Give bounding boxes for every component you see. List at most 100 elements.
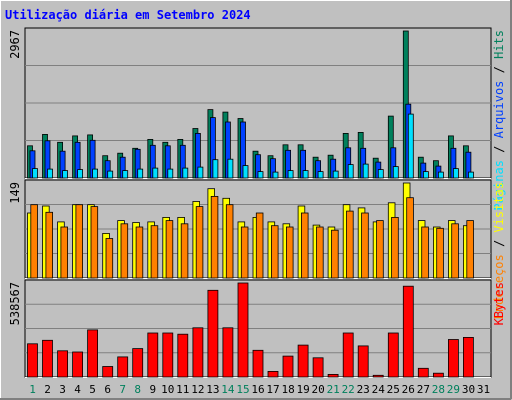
legend-hits: Hits <box>492 30 506 59</box>
bar-kbytes-day-24 <box>372 374 384 378</box>
bar-endereços-day-11 <box>180 223 189 279</box>
bar-kbytes-day-28 <box>432 372 444 378</box>
legend-visitas: Visitas <box>492 182 506 233</box>
bar-páginas-day-25 <box>392 166 399 179</box>
panel-2: 149 Endereços / Visitas <box>8 179 506 319</box>
bar-páginas-day-4 <box>77 169 83 179</box>
day-label-5: 5 <box>89 383 96 396</box>
bar-endereços-day-14 <box>225 204 234 279</box>
day-label-29: 29 <box>447 383 460 396</box>
bar-endereços-day-17 <box>270 225 279 279</box>
bar-endereços-day-2 <box>45 211 54 279</box>
day-label-19: 19 <box>296 383 309 396</box>
legend-separator: / <box>492 59 506 81</box>
bar-kbytes-day-15 <box>237 282 249 378</box>
day-label-27: 27 <box>417 383 430 396</box>
chart-title: Utilização diária em Setembro 2024 <box>5 8 251 22</box>
bar-kbytes-day-29 <box>447 339 459 378</box>
day-label-11: 11 <box>176 383 189 396</box>
bar-endereços-day-4 <box>75 204 84 279</box>
bar-kbytes-day-20 <box>312 357 324 378</box>
bar-endereços-day-18 <box>285 226 294 279</box>
bar-páginas-day-18 <box>287 170 294 179</box>
bar-páginas-day-23 <box>362 163 369 179</box>
bar-kbytes-day-22 <box>342 332 354 378</box>
bar-endereços-day-19 <box>300 212 309 279</box>
bar-páginas-day-17 <box>272 171 279 179</box>
panel-max-label: 538567 <box>8 282 22 325</box>
bar-kbytes-day-30 <box>462 336 474 378</box>
bar-páginas-day-16 <box>257 171 264 179</box>
day-label-31: 31 <box>477 383 490 396</box>
bar-endereços-day-29 <box>451 223 459 279</box>
day-label-17: 17 <box>266 383 279 396</box>
bar-kbytes-day-25 <box>387 332 399 378</box>
bar-páginas-day-5 <box>92 168 98 179</box>
day-label-6: 6 <box>104 383 111 396</box>
bar-kbytes-day-8 <box>132 348 144 378</box>
bar-páginas-day-2 <box>47 168 53 179</box>
bar-páginas-day-3 <box>62 170 68 179</box>
bar-endereços-day-27 <box>421 226 429 279</box>
legend-separator: / <box>492 138 506 160</box>
bar-kbytes-day-16 <box>252 349 264 378</box>
bar-endereços-day-24 <box>376 220 384 279</box>
day-label-7: 7 <box>119 383 126 396</box>
bar-endereços-day-21 <box>331 229 339 279</box>
bar-kbytes-day-23 <box>357 345 369 378</box>
bar-páginas-day-1 <box>32 168 38 179</box>
series-kbytes <box>27 282 474 378</box>
bar-páginas-day-26 <box>407 113 414 179</box>
bar-endereços-day-3 <box>60 226 69 279</box>
bar-endereços-day-30 <box>466 220 474 279</box>
bar-endereços-day-10 <box>165 220 174 279</box>
legend-separator: / <box>492 233 506 255</box>
day-label-3: 3 <box>59 383 66 396</box>
bar-endereços-day-5 <box>90 206 99 279</box>
bar-kbytes-day-13 <box>207 289 219 378</box>
panel-max-label: 149 <box>8 182 22 204</box>
day-label-25: 25 <box>387 383 400 396</box>
day-label-14: 14 <box>221 383 235 396</box>
day-label-8: 8 <box>134 383 141 396</box>
legend-endereços: Endereços <box>492 254 506 319</box>
day-label-2: 2 <box>44 383 51 396</box>
bar-kbytes-day-27 <box>417 367 429 378</box>
bar-páginas-day-20 <box>317 171 324 179</box>
bar-endereços-day-7 <box>120 223 129 279</box>
bar-páginas-day-22 <box>347 164 354 179</box>
bar-páginas-day-13 <box>212 159 219 179</box>
legend-páginas: Páginas <box>492 160 506 211</box>
day-label-18: 18 <box>281 383 294 396</box>
legend-kbytes: KBytes <box>492 282 506 325</box>
bar-endereços-day-26 <box>406 197 414 279</box>
bar-páginas-day-21 <box>332 170 339 179</box>
bar-kbytes-day-26 <box>402 285 414 378</box>
day-label-13: 13 <box>206 383 219 396</box>
day-label-26: 26 <box>402 383 415 396</box>
bar-páginas-day-15 <box>242 165 249 179</box>
bar-kbytes-day-1 <box>27 343 38 378</box>
chart-panels: 2967 Páginas / Arquivos / Hits 149 Endereço… <box>8 27 506 378</box>
day-label-22: 22 <box>342 383 355 396</box>
bar-páginas-day-12 <box>197 166 204 179</box>
bar-páginas-day-14 <box>227 158 234 179</box>
bar-endereços-day-8 <box>135 226 144 279</box>
bar-kbytes-day-5 <box>87 329 98 378</box>
bar-páginas-day-29 <box>452 168 459 179</box>
bar-páginas-day-10 <box>167 168 174 179</box>
bar-endereços-day-6 <box>105 238 114 279</box>
bar-páginas-day-6 <box>107 170 114 179</box>
day-label-12: 12 <box>191 383 204 396</box>
bar-páginas-day-27 <box>422 171 429 179</box>
bar-endereços-day-16 <box>255 212 264 279</box>
bar-endereços-day-13 <box>210 195 219 279</box>
day-label-24: 24 <box>372 383 386 396</box>
bar-kbytes-day-3 <box>57 350 68 378</box>
panel-legend: Endereços / Visitas <box>492 182 506 319</box>
day-label-20: 20 <box>311 383 324 396</box>
panel-3: 538567 KBytes <box>8 279 506 378</box>
legend-arquivos: Arquivos <box>492 81 506 139</box>
bar-kbytes-day-9 <box>147 332 159 378</box>
bar-páginas-day-9 <box>152 167 159 179</box>
